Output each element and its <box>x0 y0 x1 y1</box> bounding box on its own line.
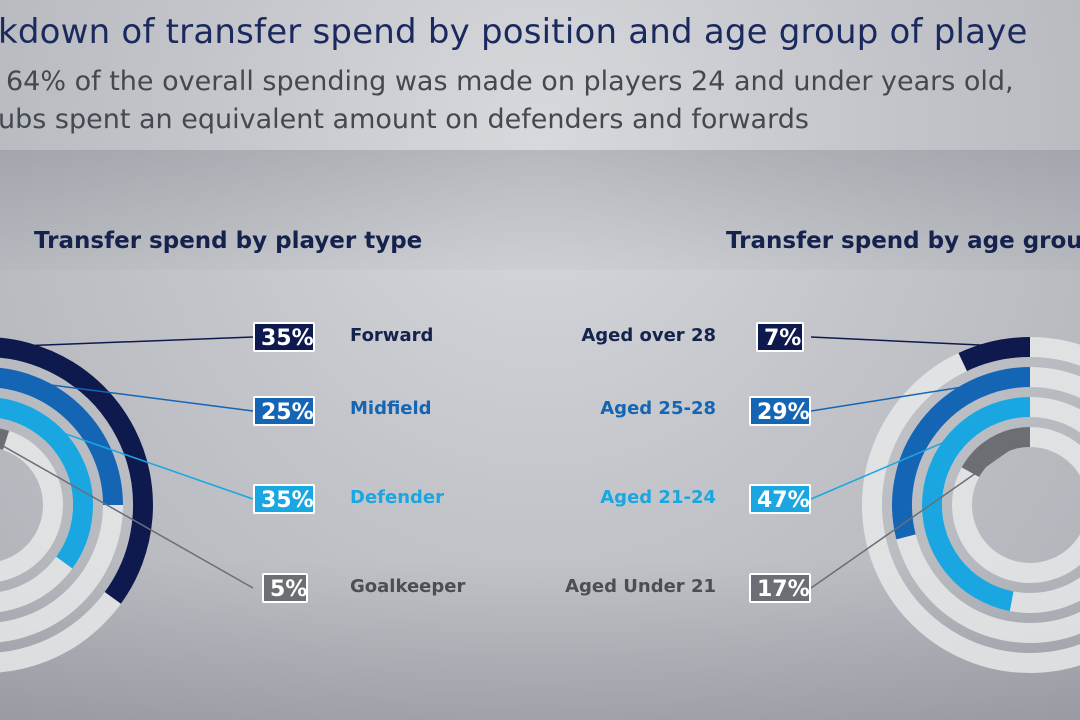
age-group-leader-0 <box>810 336 1025 348</box>
data-label-aged-under-21: 17% <box>749 573 811 603</box>
player-type-leader-3 <box>0 443 254 589</box>
age-group-bar-3 <box>961 427 1031 478</box>
category-midfield: Midfield <box>350 398 432 419</box>
age-group-leader-2 <box>810 406 1027 500</box>
age-group-bar-0 <box>958 337 1031 372</box>
data-label-forward: 35% <box>253 322 315 352</box>
data-label-aged-over-28: 7% <box>756 322 804 352</box>
category-goalkeeper: Goalkeeper <box>350 576 466 597</box>
player-type-leader-0 <box>0 336 254 348</box>
player-type-bar-3 <box>0 428 10 450</box>
page-title: kdown of transfer spend by position and … <box>0 12 1028 52</box>
age-group-leader-3 <box>810 436 1029 589</box>
category-aged-over-28: Aged over 28 <box>581 325 716 346</box>
data-label-goalkeeper: 5% <box>262 573 308 603</box>
category-forward: Forward <box>350 325 434 346</box>
player-type-bar-2 <box>0 398 93 569</box>
category-aged-25-28: Aged 25-28 <box>600 398 716 419</box>
chart-title-player-type: Transfer spend by player type <box>34 228 423 254</box>
data-label-aged-25-28: 29% <box>749 396 811 426</box>
data-label-defender: 35% <box>253 484 315 514</box>
player-type-track <box>0 428 63 582</box>
data-label-midfield: 25% <box>253 396 315 426</box>
category-aged-21-24: Aged 21-24 <box>600 487 716 508</box>
category-defender: Defender <box>350 487 444 508</box>
player-type-leader-2 <box>0 410 254 500</box>
age-group-bar-2 <box>922 397 1031 612</box>
age-group-leader-1 <box>810 376 1026 412</box>
stadium-stands <box>0 150 1080 270</box>
subtitle-line-1: 64% of the overall spending was made on … <box>6 66 1014 97</box>
chart-title-age-group: Transfer spend by age group <box>726 228 1080 254</box>
player-type-bar-0 <box>0 337 153 604</box>
subtitle-line-2: ubs spent an equivalent amount on defend… <box>0 104 809 135</box>
player-type-leader-1 <box>0 377 254 412</box>
data-label-aged-21-24: 47% <box>749 484 811 514</box>
category-aged-under-21: Aged Under 21 <box>565 576 716 597</box>
